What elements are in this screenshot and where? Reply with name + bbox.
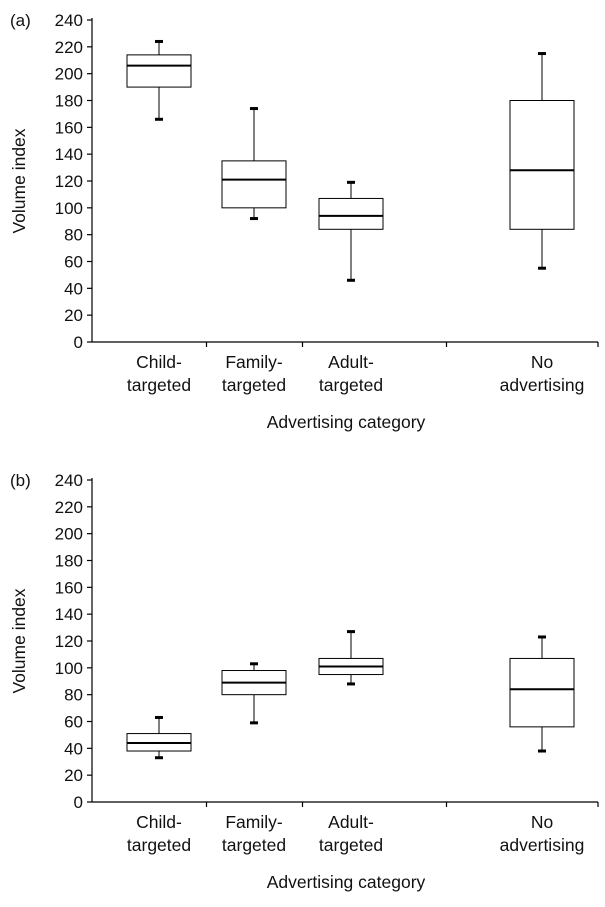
- x-category-label: Family-: [225, 352, 283, 372]
- y-axis-title: Volume index: [9, 588, 29, 693]
- x-category-label: Adult-: [328, 812, 374, 832]
- box: [509, 100, 575, 230]
- x-category-label: targeted: [222, 835, 286, 855]
- y-tick-label: 60: [64, 713, 83, 732]
- y-tick-label: 20: [64, 306, 83, 325]
- y-tick-label: 80: [64, 226, 83, 245]
- y-tick-label: 80: [64, 686, 83, 705]
- box: [318, 197, 384, 230]
- y-tick-label: 180: [55, 552, 83, 571]
- x-category-label: Child-: [136, 812, 182, 832]
- y-tick-label: 120: [55, 172, 83, 191]
- x-category-label: Child-: [136, 352, 182, 372]
- y-tick-label: 200: [55, 525, 83, 544]
- x-category-label: advertising: [500, 375, 585, 395]
- box: [509, 657, 575, 728]
- y-tick-label: 180: [55, 92, 83, 111]
- panel-label: (a): [10, 11, 31, 30]
- x-axis-title: Advertising category: [267, 412, 426, 432]
- y-tick-label: 240: [55, 11, 83, 30]
- y-tick-label: 0: [74, 793, 83, 812]
- y-tick-label: 220: [55, 38, 83, 57]
- x-category-label: Adult-: [328, 352, 374, 372]
- y-tick-label: 40: [64, 739, 83, 758]
- x-category-label: No: [531, 812, 553, 832]
- y-tick-label: 20: [64, 766, 83, 785]
- x-category-label: targeted: [222, 375, 286, 395]
- x-category-label: Family-: [225, 812, 283, 832]
- y-axis-title: Volume index: [9, 128, 29, 233]
- box: [126, 54, 192, 88]
- y-tick-label: 240: [55, 471, 83, 490]
- x-axis-title: Advertising category: [267, 872, 426, 892]
- panel-label: (b): [10, 471, 31, 490]
- y-tick-label: 160: [55, 118, 83, 137]
- x-category-label: targeted: [127, 835, 191, 855]
- y-tick-label: 0: [74, 333, 83, 352]
- x-category-label: advertising: [500, 835, 585, 855]
- y-tick-label: 40: [64, 279, 83, 298]
- y-tick-label: 220: [55, 498, 83, 517]
- x-category-label: targeted: [319, 375, 383, 395]
- x-category-label: No: [531, 352, 553, 372]
- y-tick-label: 60: [64, 253, 83, 272]
- y-tick-label: 100: [55, 199, 83, 218]
- x-category-label: targeted: [127, 375, 191, 395]
- y-tick-label: 140: [55, 145, 83, 164]
- box: [221, 160, 287, 209]
- y-tick-label: 120: [55, 632, 83, 651]
- y-tick-label: 100: [55, 659, 83, 678]
- y-tick-label: 140: [55, 605, 83, 624]
- x-category-label: targeted: [319, 835, 383, 855]
- y-tick-label: 200: [55, 65, 83, 84]
- y-tick-label: 160: [55, 578, 83, 597]
